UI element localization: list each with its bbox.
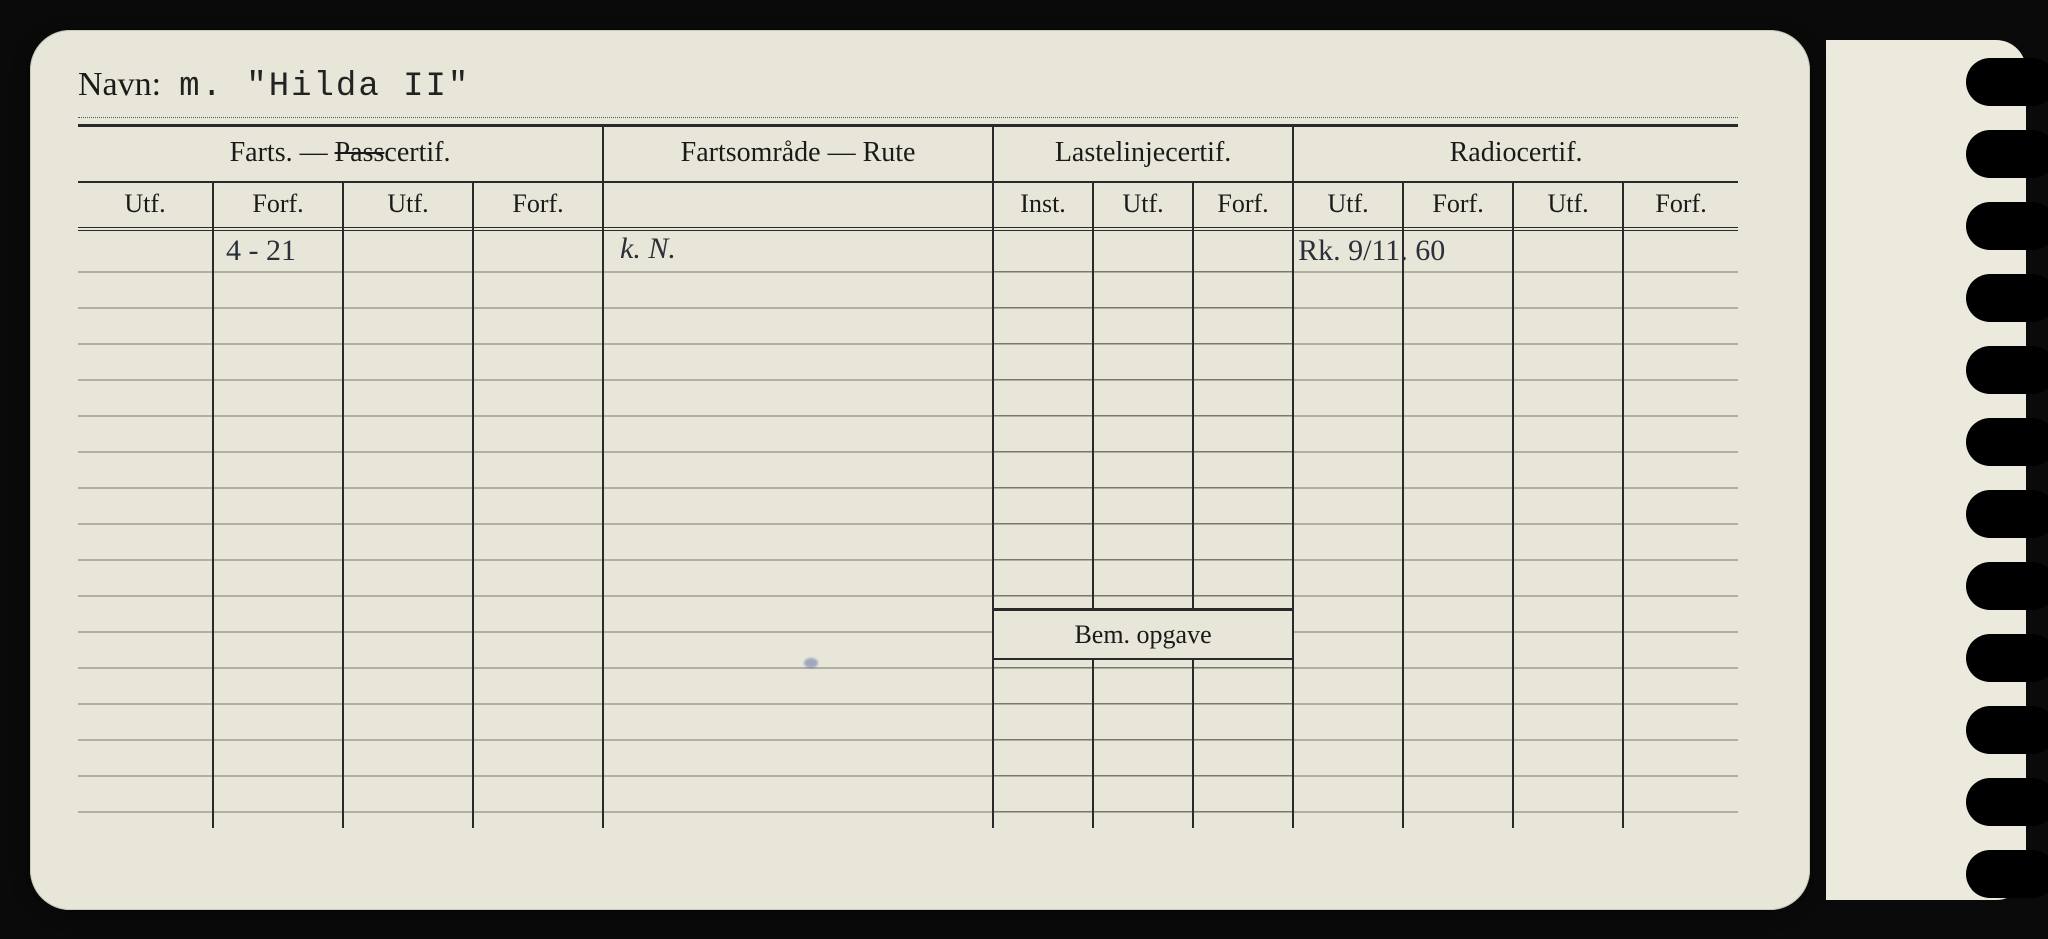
section-rute: Fartsområde — Rute (603, 127, 993, 182)
col-laste-forf: Forf. (1193, 182, 1293, 228)
farts-pre: Farts. — (230, 137, 335, 168)
cell-laste-inst (994, 228, 1094, 828)
col-farts-forf2: Forf. (473, 182, 603, 228)
bem-title: Bem. opgave (994, 608, 1292, 660)
col-radio-utf2: Utf. (1513, 182, 1623, 228)
col-radio-utf1: Utf. (1293, 182, 1403, 228)
col-radio-forf2: Forf. (1623, 182, 1738, 228)
section-laste: Lastelinjecertif. (993, 127, 1293, 182)
punch-strip (1826, 40, 2026, 900)
subheader-row: Utf. Forf. Utf. Forf. Inst. Utf. Forf. U… (78, 182, 1738, 228)
section-radio: Radiocertif. (1293, 127, 1738, 182)
binder-hole (1966, 58, 2048, 106)
binder-hole (1966, 202, 2048, 250)
col-radio-forf1: Forf. (1403, 182, 1513, 228)
navn-label: Navn: (78, 66, 161, 104)
binder-hole (1966, 490, 2048, 538)
index-card: Navn: m. "Hilda II" Farts. — Passcertif.… (30, 30, 1810, 910)
certificate-grid: Farts. — Passcertif. Fartsområde — Rute … (78, 127, 1738, 828)
col-farts-utf1: Utf. (78, 182, 213, 228)
cell-radio-utf1: Rk. 9/11. 60 (1293, 228, 1403, 828)
binder-hole (1966, 778, 2048, 826)
binder-hole (1966, 346, 2048, 394)
binder-hole (1966, 706, 2048, 754)
section-header-row: Farts. — Passcertif. Fartsområde — Rute … (78, 127, 1738, 182)
cell-laste-utf (1094, 228, 1194, 828)
cell-farts-utf1 (78, 228, 213, 828)
navn-row: Navn: m. "Hilda II" (78, 66, 1738, 118)
binder-hole (1966, 562, 2048, 610)
cell-farts-utf2 (343, 228, 473, 828)
entry-farts-forf: 4 - 21 (226, 234, 296, 268)
col-farts-utf2: Utf. (343, 182, 473, 228)
col-laste-utf: Utf. (1093, 182, 1193, 228)
entry-rute: k. N. (620, 232, 676, 266)
binder-hole (1966, 850, 2048, 898)
binder-hole (1966, 274, 2048, 322)
cell-farts-forf1: 4 - 21 (213, 228, 343, 828)
col-laste-inst: Inst. (993, 182, 1093, 228)
section-farts: Farts. — Passcertif. (78, 127, 603, 182)
binder-hole (1966, 418, 2048, 466)
cell-radio-forf1 (1403, 228, 1513, 828)
farts-strike: Pass (335, 137, 385, 168)
navn-value: m. "Hilda II" (179, 68, 470, 106)
farts-post: certif. (384, 137, 450, 168)
cell-laste-forf (1194, 228, 1292, 828)
cell-rute: k. N. (603, 228, 993, 828)
cell-farts-forf2 (473, 228, 603, 828)
cell-radio-utf2 (1513, 228, 1623, 828)
bem-section: Bem. opgave (994, 608, 1292, 660)
cell-laste-block: Bem. opgave (993, 228, 1293, 828)
body-row: 4 - 21 k. N. Bem. opgave Rk. 9/11. 60 (78, 228, 1738, 828)
cell-radio-forf2 (1623, 228, 1738, 828)
col-farts-forf1: Forf. (213, 182, 343, 228)
binder-hole (1966, 130, 2048, 178)
binder-hole (1966, 634, 2048, 682)
ink-smudge (804, 658, 818, 668)
col-rute (603, 182, 993, 228)
